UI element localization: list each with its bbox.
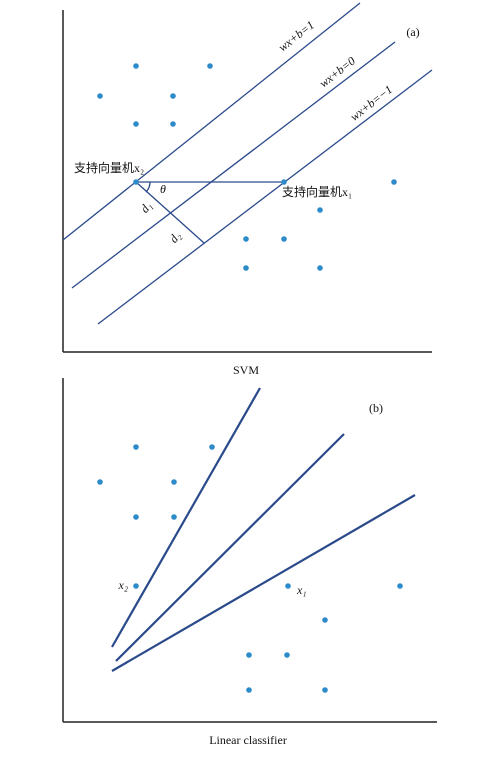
classifier-line <box>115 433 345 662</box>
point <box>133 444 139 450</box>
point <box>281 236 287 242</box>
line-label: wx+b=1 <box>276 18 317 55</box>
margin-line <box>62 2 361 241</box>
point <box>170 93 176 99</box>
panel-label: (a) <box>406 25 419 39</box>
point <box>246 687 252 693</box>
point <box>133 583 139 589</box>
point <box>317 207 323 213</box>
panel-b: (b) x₂ x₁ Linear classifier <box>62 378 437 747</box>
angle-label: θ <box>160 182 166 196</box>
point <box>97 479 103 485</box>
caption: Linear classifier <box>209 733 287 747</box>
point <box>133 179 139 185</box>
support-vector-label: 支持向量机x₂ <box>74 160 144 175</box>
point <box>133 63 139 69</box>
point <box>133 514 139 520</box>
panel-label: (b) <box>369 401 383 415</box>
distance-line <box>135 181 205 244</box>
caption: SVM <box>233 363 259 377</box>
panel-a: (a) wx+b=1 wx+b=0 wx+b=−1 支持向量机x₂ 支持向量机x… <box>62 2 433 377</box>
classifier-line <box>111 494 416 672</box>
point <box>207 63 213 69</box>
point <box>246 652 252 658</box>
support-vector-label: 支持向量机x₁ <box>282 184 352 199</box>
points <box>97 444 403 693</box>
point <box>317 265 323 271</box>
point <box>322 617 328 623</box>
angle-arc <box>145 181 151 193</box>
distance-label: d₂ <box>166 229 183 246</box>
point <box>243 236 249 242</box>
point <box>171 514 177 520</box>
distance-label: d₁ <box>137 199 154 216</box>
hyperplane <box>71 41 396 289</box>
point <box>285 583 291 589</box>
point <box>281 179 287 185</box>
point <box>284 652 290 658</box>
point <box>133 121 139 127</box>
point-label: x₁ <box>296 583 307 597</box>
point <box>397 583 403 589</box>
point-label: x₂ <box>118 578 129 592</box>
classifier-line <box>111 387 261 648</box>
margin-line <box>97 69 433 325</box>
point <box>391 179 397 185</box>
points <box>97 63 397 271</box>
point <box>97 93 103 99</box>
point <box>322 687 328 693</box>
point <box>243 265 249 271</box>
point <box>209 444 215 450</box>
line-label: wx+b=0 <box>317 54 358 91</box>
point <box>170 121 176 127</box>
point <box>171 479 177 485</box>
